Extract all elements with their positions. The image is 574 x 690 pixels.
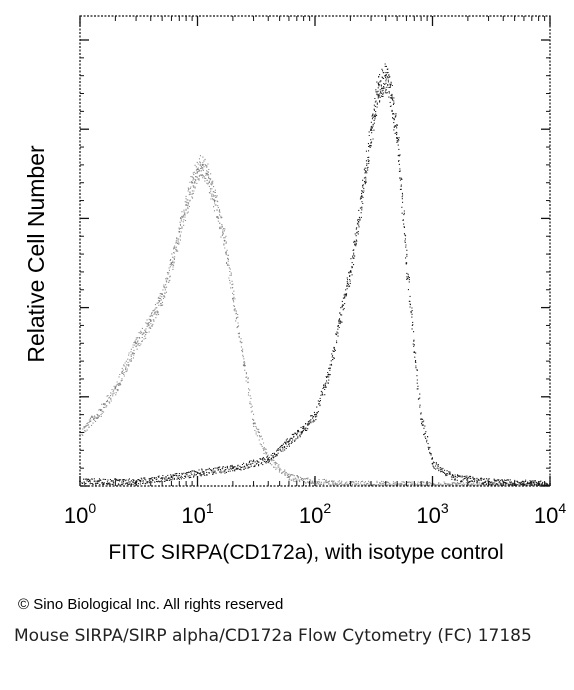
series-2-point [232, 467, 234, 470]
series-2-point [413, 351, 416, 354]
series-2-point [327, 373, 330, 376]
x-axis-label: FITC SIRPA(CD172a), with isotype control [108, 541, 503, 564]
series-1-point [288, 476, 290, 478]
histogram-series-2 [79, 63, 551, 486]
series-2-point [390, 97, 393, 99]
series-2-point [170, 476, 173, 478]
figure-caption: Mouse SIRPA/SIRP alpha/CD172a Flow Cytom… [14, 626, 532, 646]
flow-cytometry-histogram: 100 101 102 103 104 Relative Cell Number FIT… [23, 15, 566, 564]
series-2-point [302, 427, 305, 429]
y-axis-label: Relative Cell Number [23, 145, 49, 363]
series-1-point [170, 262, 173, 264]
series-2-point [370, 128, 372, 131]
series-1-point [99, 409, 102, 412]
series-2-point [288, 440, 290, 443]
series-1-point [178, 230, 181, 233]
x-tick-label: 104 [534, 500, 566, 528]
series-1-point [232, 297, 234, 300]
series-2-point [267, 458, 270, 461]
series-1-point [213, 199, 216, 202]
series-1-point [243, 364, 246, 367]
axes-layer: 100 101 102 103 104 [64, 15, 566, 528]
copyright-notice: © Sino Biological Inc. All rights reserv… [18, 596, 284, 613]
series-1-point [201, 164, 204, 166]
series-2-point [405, 262, 408, 264]
series-1-point [252, 422, 255, 425]
series-2-point [378, 83, 380, 86]
series-layer [79, 63, 551, 486]
series-2-point [431, 462, 434, 465]
series-1-point [185, 204, 188, 206]
x-tick-label: 102 [299, 500, 331, 528]
series-1-point [149, 320, 152, 322]
series-1-point [191, 181, 194, 184]
series-1-point [114, 387, 117, 389]
series-1-point [223, 239, 226, 242]
series-2-point [384, 74, 387, 77]
series-2-point [349, 271, 352, 273]
series-1-point [161, 293, 164, 296]
series-2-point [338, 320, 340, 322]
x-tick-label: 103 [416, 500, 448, 528]
series-2-point [196, 471, 199, 474]
series-1-point [196, 168, 199, 171]
x-tick-label: 101 [181, 500, 213, 528]
x-tick-label: 100 [64, 500, 96, 528]
histogram-series-1 [79, 155, 551, 486]
series-1-point [205, 172, 208, 175]
series-2-point [420, 418, 422, 420]
series-1-dots [81, 155, 549, 486]
series-2-dots [81, 63, 550, 486]
series-2-point [314, 413, 316, 416]
series-2-point [452, 476, 455, 478]
series-2-point [396, 137, 398, 140]
series-1-point [135, 342, 138, 345]
series-2-point [360, 195, 363, 198]
